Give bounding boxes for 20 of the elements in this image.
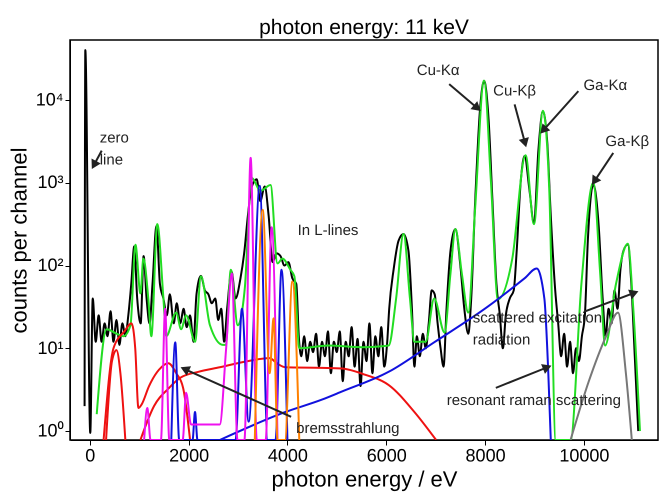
x-axis-title: photon energy / eV: [272, 466, 458, 492]
annotation: Ga-Kα: [584, 77, 628, 94]
annotation: In L-lines: [298, 222, 358, 239]
annotation: Cu-Kβ: [493, 82, 536, 100]
y-tick-label: 10²: [37, 255, 64, 276]
y-tick-label: 10³: [37, 172, 64, 192]
y-tick-label: 10⁰: [37, 420, 64, 441]
x-tick-label: 10000: [559, 446, 610, 466]
x-tick-label: 4000: [268, 446, 308, 466]
annotation: zero line: [100, 130, 129, 169]
chart-title: photon energy: 11 keV: [259, 16, 469, 39]
x-tick-label: 6000: [366, 446, 407, 466]
x-tick-label: 0: [85, 446, 96, 466]
y-tick-label: 10⁴: [36, 89, 64, 110]
x-tick-label: 8000: [466, 446, 506, 466]
annotation: Cu-Kα: [416, 62, 460, 80]
annotation: Ga-Kβ: [605, 132, 650, 150]
y-tick-label: 10¹: [37, 338, 64, 358]
y-axis-title: counts per channel: [6, 148, 32, 334]
x-tick-label: 2000: [169, 446, 210, 466]
